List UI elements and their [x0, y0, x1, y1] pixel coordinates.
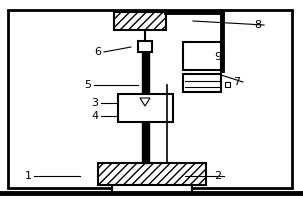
Text: 6: 6 [95, 47, 102, 57]
Bar [225, 82, 230, 87]
Bar [114, 12, 166, 30]
Bar [183, 74, 221, 92]
Bar [183, 42, 221, 70]
Bar [98, 163, 206, 185]
Text: 5: 5 [85, 80, 92, 90]
Text: 4: 4 [92, 111, 98, 121]
Text: 3: 3 [92, 98, 98, 108]
Bar [142, 52, 148, 163]
Text: 1: 1 [25, 171, 32, 181]
Bar [8, 10, 292, 188]
Text: 8: 8 [255, 20, 261, 30]
Text: 9: 9 [215, 52, 221, 62]
Polygon shape [140, 98, 150, 106]
Bar [118, 94, 172, 122]
Text: 2: 2 [215, 171, 221, 181]
Text: 7: 7 [233, 77, 241, 87]
Bar [112, 185, 192, 193]
Bar [138, 41, 152, 52]
